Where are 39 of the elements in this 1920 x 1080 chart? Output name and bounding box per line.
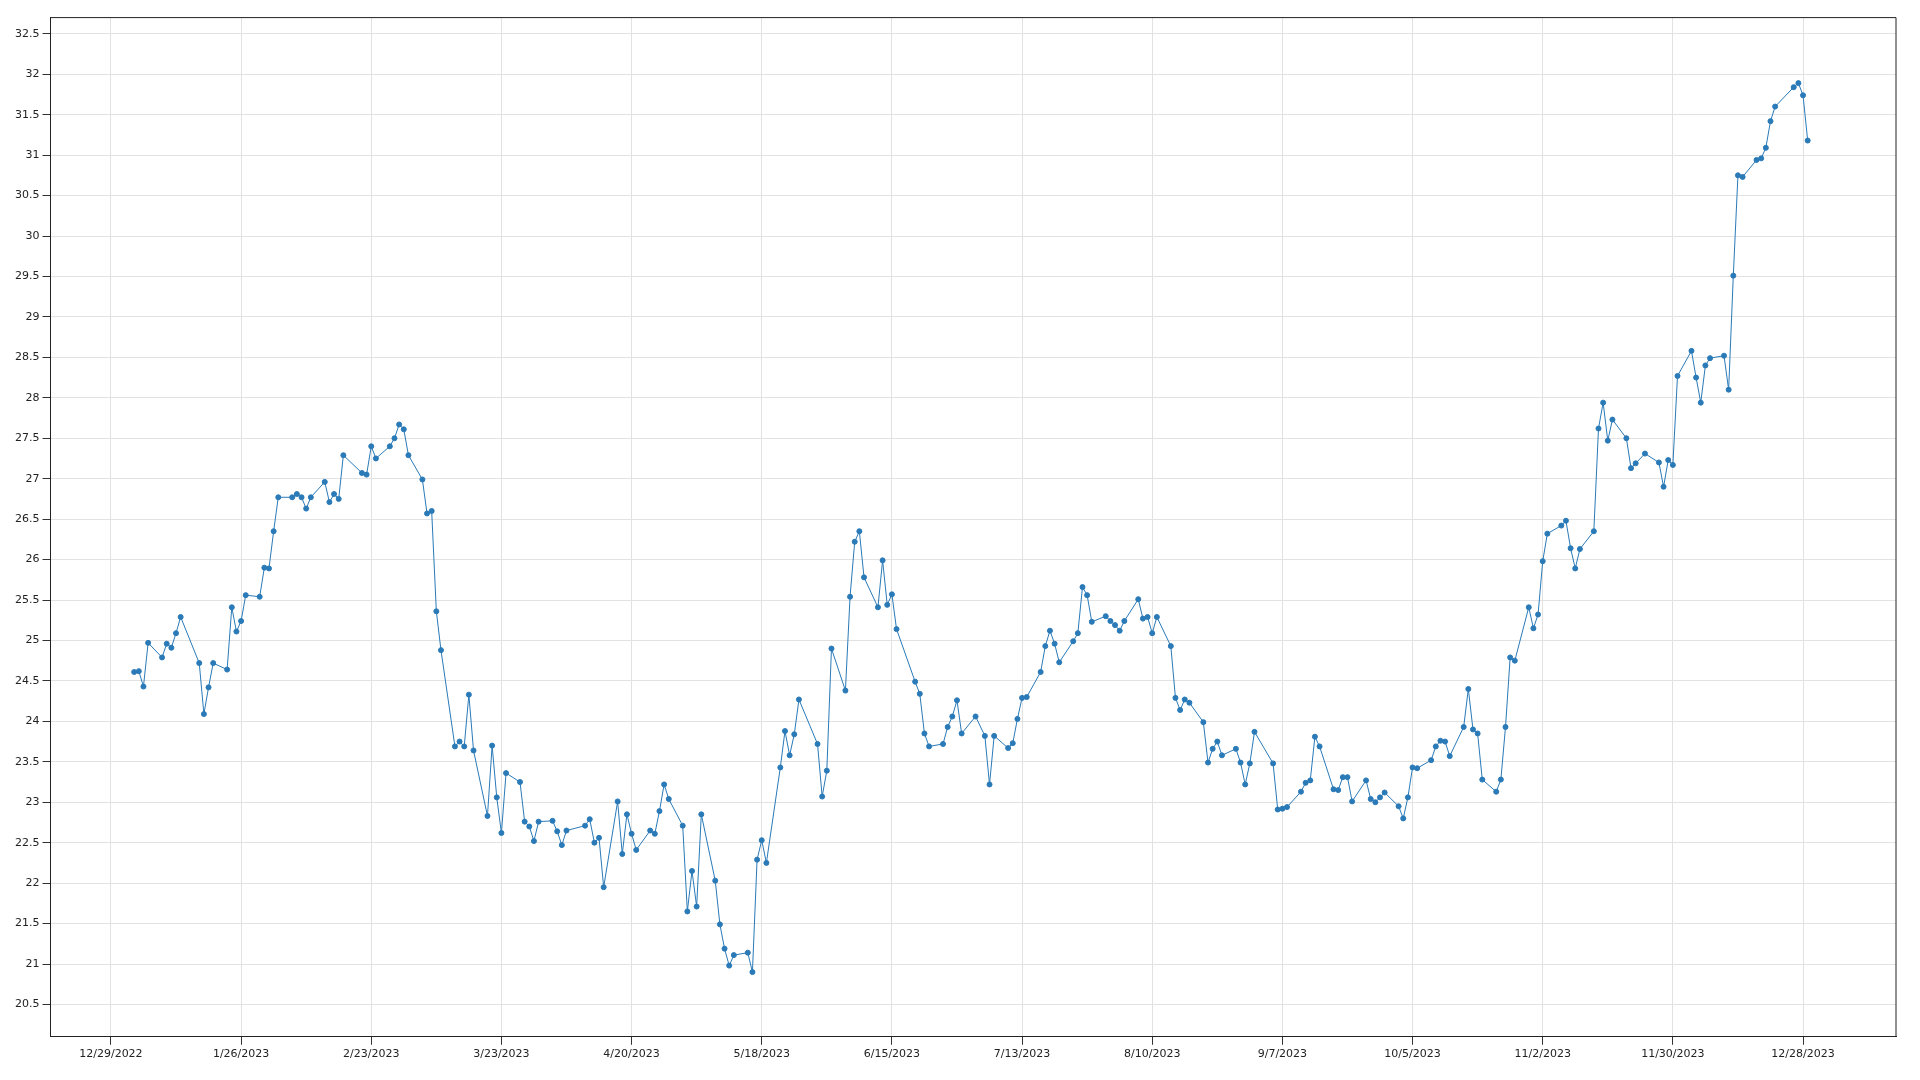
- x-tick-label: 2/23/2023: [343, 1047, 400, 1061]
- x-tick-label: 3/23/2023: [473, 1047, 530, 1061]
- y-tick-label: 30.5: [14, 188, 40, 202]
- y-tick-label: 30: [25, 228, 40, 242]
- y-tick-label: 23.5: [14, 754, 40, 768]
- x-tick-label: 7/13/2023: [993, 1047, 1051, 1061]
- x-tick-label: 10/5/2023: [1384, 1047, 1441, 1061]
- y-tick-label: 32.5: [14, 26, 40, 40]
- x-tick-label: 8/10/2023: [1124, 1047, 1181, 1061]
- y-tick-label: 27.5: [14, 431, 40, 445]
- x-tick-label: 11/2/2023: [1514, 1047, 1571, 1061]
- y-tick-label: 25.5: [14, 592, 40, 606]
- x-tick-label: 5/18/2023: [733, 1047, 790, 1061]
- y-tick-label: 32: [25, 67, 40, 81]
- y-tick-label: 29: [25, 309, 40, 323]
- y-tick-label: 20.5: [14, 997, 40, 1011]
- y-tick-label: 21.5: [14, 916, 40, 930]
- y-tick-label: 22: [25, 875, 40, 889]
- x-tick-label: 11/30/2023: [1641, 1047, 1705, 1061]
- y-tick-label: 29.5: [14, 269, 40, 283]
- y-tick-label: 22.5: [14, 835, 40, 849]
- x-tick-label: 9/7/2023: [1257, 1047, 1308, 1061]
- x-tick-label: 6/15/2023: [863, 1047, 921, 1061]
- y-tick-label: 25: [25, 633, 40, 647]
- x-tick-label: 12/28/2023: [1771, 1047, 1835, 1061]
- y-tick-label: 31: [25, 147, 40, 161]
- x-tick-label: 12/29/2022: [79, 1047, 143, 1061]
- y-tick-label: 23: [25, 795, 40, 809]
- y-tick-label: 24.5: [14, 673, 40, 687]
- y-tick-label: 28: [25, 390, 40, 404]
- y-tick-label: 26: [25, 552, 40, 566]
- y-tick-label: 26.5: [14, 511, 40, 525]
- y-tick-label: 28.5: [14, 350, 40, 364]
- y-tick-label: 27: [25, 471, 40, 485]
- y-tick-label: 31.5: [14, 107, 40, 121]
- y-tick-label: 21: [25, 956, 40, 970]
- x-tick-label: 4/20/2023: [603, 1047, 660, 1061]
- x-tick-label: 1/26/2023: [212, 1047, 270, 1061]
- y-tick-label: 24: [25, 714, 40, 728]
